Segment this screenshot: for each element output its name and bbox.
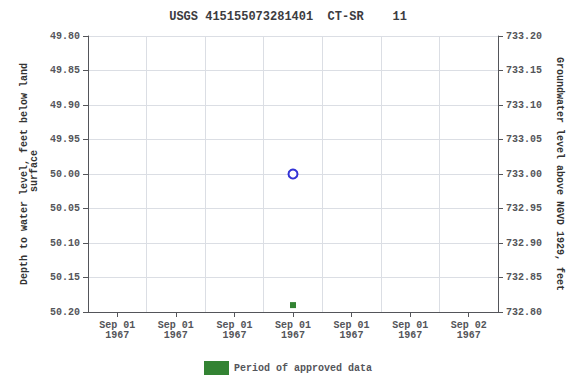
svg-text:1967: 1967 (222, 330, 246, 341)
svg-text:733.10: 733.10 (506, 100, 542, 111)
svg-text:1967: 1967 (340, 330, 364, 341)
svg-text:732.80: 732.80 (506, 307, 542, 318)
svg-text:USGS 415155073281401 CT-SR: USGS 415155073281401 CT-SR 11 (169, 10, 407, 24)
svg-text:1967: 1967 (457, 330, 481, 341)
svg-text:1967: 1967 (164, 330, 188, 341)
svg-text:Depth to water level, feet bel: Depth to water level, feet below land (18, 63, 30, 285)
svg-text:1967: 1967 (398, 330, 422, 341)
svg-text:49.80: 49.80 (50, 31, 80, 42)
svg-text:Sep 01: Sep 01 (392, 319, 429, 331)
svg-text:733.15: 733.15 (506, 65, 542, 76)
svg-text:50.05: 50.05 (50, 203, 80, 214)
svg-text:50.15: 50.15 (50, 272, 80, 283)
svg-text:Sep 02: Sep 02 (450, 319, 487, 331)
svg-text:Sep 01: Sep 01 (275, 319, 311, 331)
svg-text:Sep 01: Sep 01 (157, 319, 194, 331)
svg-text:surface: surface (29, 150, 40, 198)
svg-text:1967: 1967 (105, 330, 129, 341)
svg-text:Groundwater level above NGVD 1: Groundwater level above NGVD 1929, feet (554, 57, 565, 291)
svg-text:Period of approved data: Period of approved data (234, 363, 372, 374)
svg-text:50.20: 50.20 (50, 307, 80, 318)
svg-text:732.85: 732.85 (506, 272, 542, 283)
svg-text:1967: 1967 (281, 330, 305, 341)
svg-text:Sep 01: Sep 01 (216, 319, 253, 331)
svg-text:733.00: 733.00 (506, 169, 542, 180)
svg-text:733.20: 733.20 (506, 31, 542, 42)
svg-text:49.90: 49.90 (50, 100, 80, 111)
svg-text:733.05: 733.05 (506, 134, 542, 145)
svg-text:50.10: 50.10 (50, 238, 80, 249)
svg-text:50.00: 50.00 (50, 169, 80, 180)
svg-text:Sep 01: Sep 01 (333, 319, 370, 331)
svg-text:Sep 01: Sep 01 (99, 319, 136, 331)
svg-text:732.95: 732.95 (506, 203, 542, 214)
svg-text:49.95: 49.95 (50, 134, 80, 145)
svg-text:49.85: 49.85 (50, 65, 80, 76)
svg-text:732.90: 732.90 (506, 238, 542, 249)
